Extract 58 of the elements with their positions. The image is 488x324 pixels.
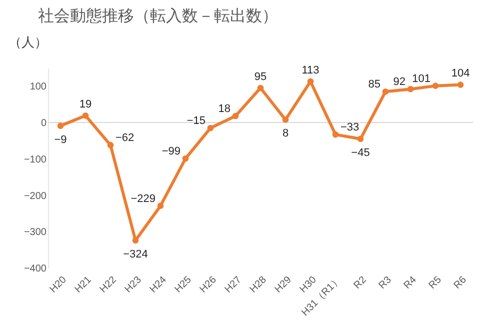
data-label: 92 xyxy=(393,76,406,88)
x-tick-label: R4 xyxy=(402,274,420,292)
x-tick-label: H21 xyxy=(73,274,94,296)
x-tick-label: H22 xyxy=(98,274,120,296)
x-tick-label: H28 xyxy=(248,274,270,296)
y-tick-label: −300 xyxy=(24,227,47,238)
x-tick-label: H20 xyxy=(48,274,70,296)
data-label: −33 xyxy=(340,122,360,134)
x-tick-label: H25 xyxy=(173,274,194,296)
y-tick-label: −400 xyxy=(24,264,47,274)
x-tick-label: R5 xyxy=(426,274,444,292)
data-label: 18 xyxy=(218,103,230,115)
x-tick-label: R6 xyxy=(452,274,470,292)
point xyxy=(57,122,64,129)
point xyxy=(382,88,389,95)
data-label: −9 xyxy=(54,134,67,146)
point xyxy=(332,131,339,138)
x-tick-label: H26 xyxy=(198,274,220,296)
data-label: 19 xyxy=(79,98,92,111)
x-tick-label: H27 xyxy=(223,274,244,296)
point xyxy=(257,84,264,92)
x-tick-label: R3 xyxy=(376,274,394,292)
data-label: −229 xyxy=(130,192,156,205)
data-label: −62 xyxy=(116,132,134,144)
data-label: 85 xyxy=(368,78,380,91)
data-label: 95 xyxy=(254,71,267,83)
x-tick-label: H24 xyxy=(148,274,170,296)
y-tick-label: 0 xyxy=(40,118,47,130)
point xyxy=(407,86,414,92)
data-label: −15 xyxy=(186,115,206,127)
point xyxy=(307,78,314,85)
y-axis-title: （人） xyxy=(8,34,48,50)
chart-title: 社会動態推移（転入数－転出数） xyxy=(38,7,278,25)
point xyxy=(132,237,139,244)
point xyxy=(357,136,364,142)
point xyxy=(182,155,189,162)
data-label: −324 xyxy=(123,248,148,260)
point xyxy=(282,116,289,123)
data-label: 8 xyxy=(282,128,289,140)
point xyxy=(232,112,239,120)
point xyxy=(457,82,464,88)
point xyxy=(432,82,439,89)
point xyxy=(107,142,114,148)
data-label: 113 xyxy=(302,64,320,76)
point xyxy=(207,124,214,132)
x-tick-label: H30 xyxy=(298,274,320,296)
x-tick-label: H29 xyxy=(273,274,294,296)
y-tick-label: 100 xyxy=(30,82,47,93)
x-tick-label: R2 xyxy=(352,274,370,292)
data-label: 104 xyxy=(451,68,470,80)
data-label: 101 xyxy=(412,72,430,85)
point xyxy=(157,202,164,209)
y-tick-label: −200 xyxy=(24,190,47,202)
data-label: −99 xyxy=(162,146,180,158)
data-label: −45 xyxy=(351,146,370,159)
y-tick-label: −100 xyxy=(24,154,47,166)
x-tick-label: H23 xyxy=(123,274,144,296)
point xyxy=(82,112,89,119)
